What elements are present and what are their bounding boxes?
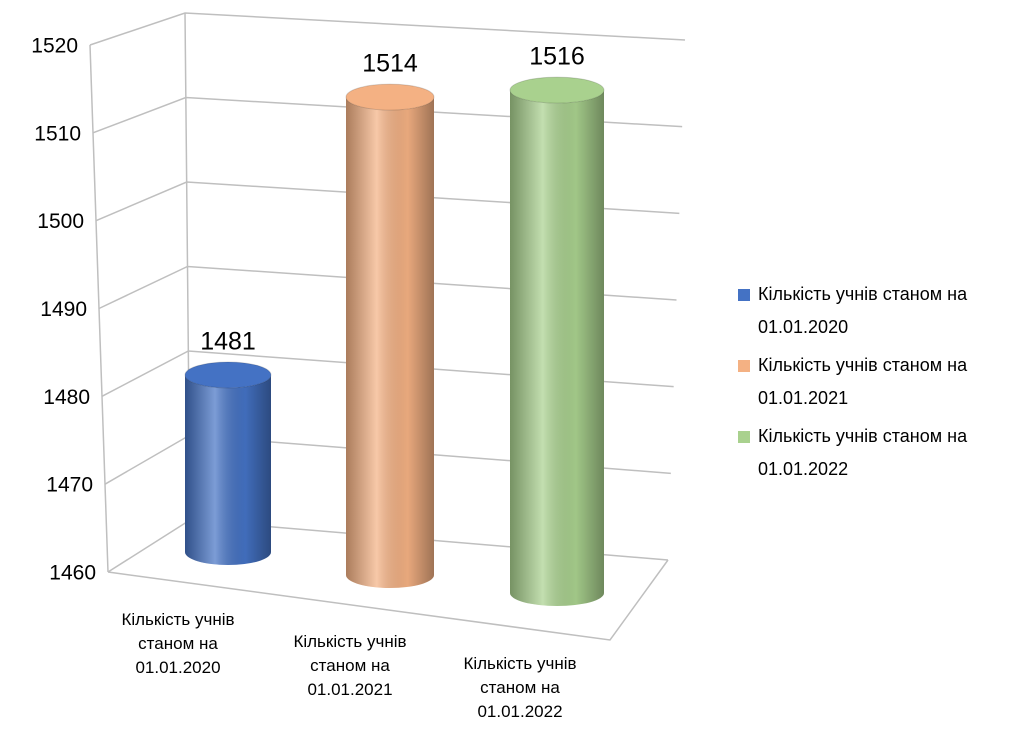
y-tick-label: 1490 [40, 298, 87, 321]
x-tick-label: Кількість учнів станом на 01.01.2022 [463, 654, 577, 721]
legend-entry: Кількість учнів станом на 01.01.2021 [738, 349, 1009, 415]
x-tick-label: Кількість учнів станом на 01.01.2021 [293, 632, 407, 699]
floor-edge [107, 559, 669, 641]
y-tick-label: 1500 [37, 210, 84, 233]
data-label: 1514 [362, 50, 418, 78]
x-tick-label: Кількість учнів станом на 01.01.2020 [121, 610, 235, 677]
legend-swatch [738, 431, 750, 443]
bar-top [184, 361, 272, 389]
bar-shade [346, 97, 434, 588]
axis-wall-edge [89, 12, 191, 573]
y-tick-label: 1460 [49, 562, 96, 585]
bar [509, 76, 605, 607]
bar-shade [510, 90, 604, 607]
legend-swatch [738, 360, 750, 372]
grid-line [89, 12, 686, 46]
y-tick-label: 1480 [43, 386, 90, 409]
bar [345, 83, 435, 588]
legend-entry: Кількість учнів станом на 01.01.2020 [738, 278, 1009, 344]
bar [184, 361, 272, 565]
bar-top [509, 76, 605, 104]
y-tick-label: 1470 [46, 474, 93, 497]
legend-entry: Кількість учнів станом на 01.01.2022 [738, 420, 1009, 486]
y-tick-label: 1520 [31, 35, 78, 58]
data-label: 1481 [200, 328, 256, 356]
legend-swatch [738, 289, 750, 301]
data-label: 1516 [529, 43, 585, 71]
y-tick-label: 1510 [34, 122, 81, 145]
bar-shade [185, 374, 271, 565]
bar-top [345, 83, 435, 111]
